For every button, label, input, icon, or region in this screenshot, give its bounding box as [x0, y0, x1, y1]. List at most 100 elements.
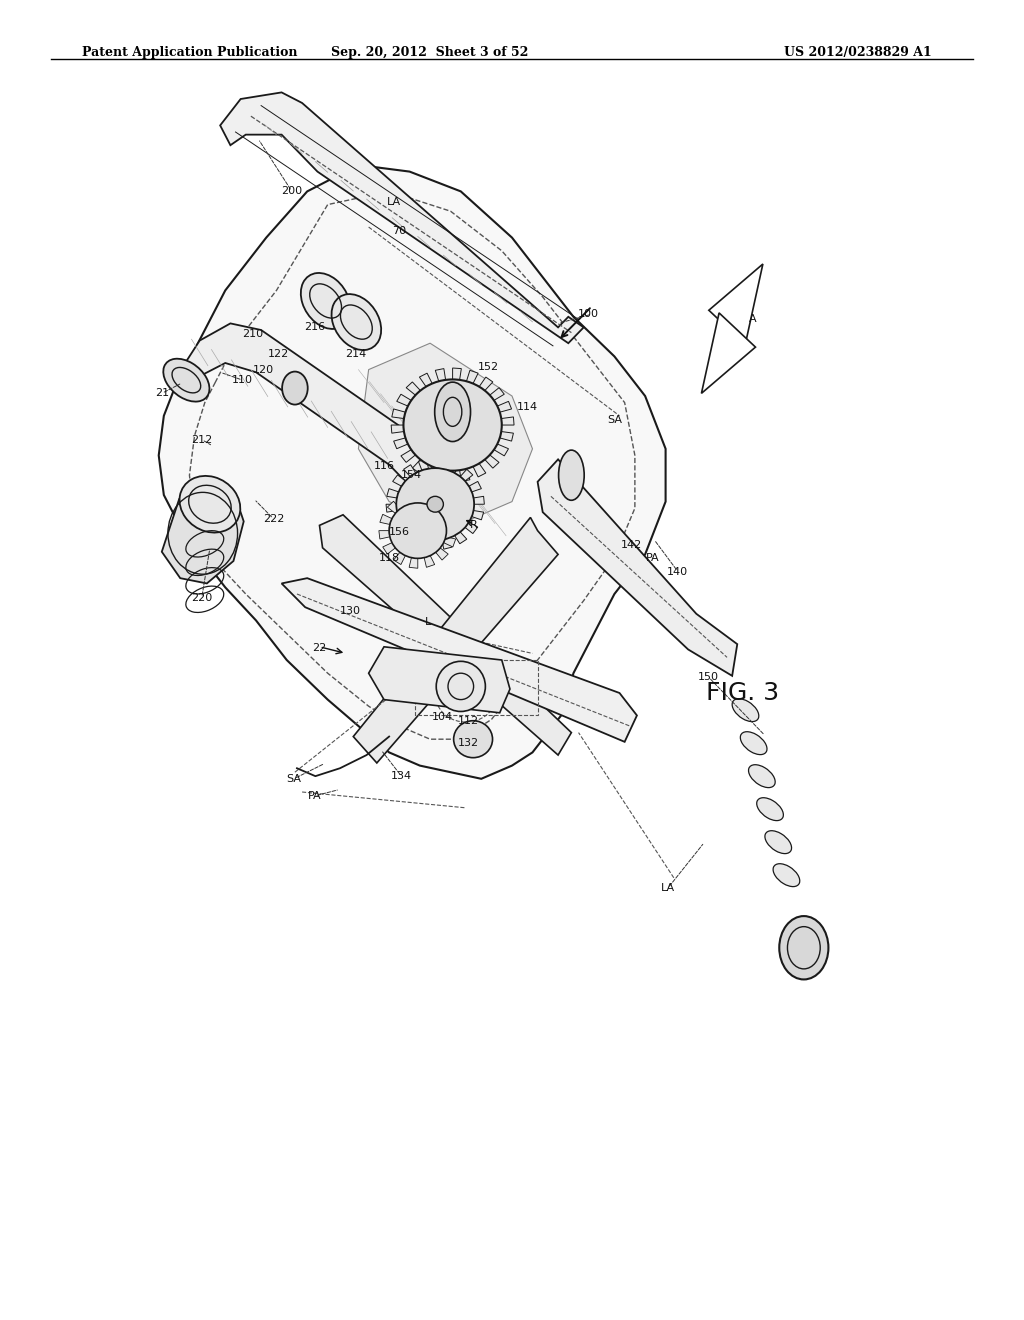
Ellipse shape: [559, 450, 584, 500]
Polygon shape: [455, 532, 467, 544]
Text: 21: 21: [155, 388, 169, 399]
Polygon shape: [397, 528, 411, 539]
Polygon shape: [419, 459, 428, 470]
Ellipse shape: [396, 469, 474, 540]
Text: Sep. 20, 2012  Sheet 3 of 52: Sep. 20, 2012 Sheet 3 of 52: [332, 46, 528, 59]
Polygon shape: [392, 475, 406, 486]
Polygon shape: [401, 450, 416, 462]
Polygon shape: [465, 523, 478, 533]
Polygon shape: [502, 417, 514, 425]
Text: 122: 122: [268, 348, 289, 359]
Polygon shape: [282, 578, 637, 742]
Polygon shape: [424, 556, 434, 568]
Polygon shape: [427, 466, 438, 479]
Ellipse shape: [332, 294, 381, 350]
Text: FIG. 3: FIG. 3: [706, 681, 779, 705]
Ellipse shape: [454, 721, 493, 758]
Ellipse shape: [163, 359, 210, 401]
Text: US 2012/0238829 A1: US 2012/0238829 A1: [784, 46, 932, 59]
Text: 100: 100: [579, 309, 599, 319]
Ellipse shape: [773, 863, 800, 887]
Polygon shape: [179, 323, 425, 486]
Polygon shape: [467, 371, 478, 384]
Text: 156: 156: [389, 527, 410, 537]
Polygon shape: [379, 531, 390, 539]
Ellipse shape: [282, 372, 307, 404]
Text: 142: 142: [622, 540, 642, 550]
Polygon shape: [401, 494, 412, 506]
Polygon shape: [435, 548, 449, 560]
Polygon shape: [383, 543, 395, 554]
Polygon shape: [498, 401, 512, 412]
Polygon shape: [162, 482, 244, 583]
Polygon shape: [435, 458, 443, 469]
Polygon shape: [469, 482, 481, 492]
Polygon shape: [479, 378, 493, 391]
Ellipse shape: [765, 830, 792, 854]
Polygon shape: [392, 409, 406, 418]
Polygon shape: [701, 313, 756, 393]
Text: 22: 22: [312, 643, 327, 653]
Polygon shape: [472, 511, 483, 520]
Polygon shape: [709, 264, 763, 345]
Polygon shape: [443, 470, 453, 482]
Text: 130: 130: [340, 606, 360, 616]
Text: 110: 110: [232, 375, 253, 385]
Text: 70: 70: [392, 226, 407, 236]
Polygon shape: [473, 496, 484, 504]
Polygon shape: [403, 465, 416, 477]
Ellipse shape: [757, 797, 783, 821]
Polygon shape: [396, 395, 412, 407]
Text: 216: 216: [304, 322, 325, 333]
Ellipse shape: [732, 698, 759, 722]
Text: LA: LA: [387, 197, 401, 207]
Text: 132: 132: [458, 738, 478, 748]
Ellipse shape: [441, 414, 464, 436]
Polygon shape: [358, 343, 532, 528]
Polygon shape: [407, 381, 421, 395]
Polygon shape: [353, 517, 558, 763]
Text: Patent Application Publication: Patent Application Publication: [82, 46, 297, 59]
Polygon shape: [473, 463, 485, 477]
Polygon shape: [418, 494, 426, 504]
Polygon shape: [484, 455, 499, 469]
Text: 112: 112: [458, 715, 478, 726]
Text: 200: 200: [282, 186, 302, 197]
Polygon shape: [494, 444, 509, 455]
Text: 212: 212: [191, 434, 212, 445]
Text: 154: 154: [401, 470, 422, 480]
Polygon shape: [449, 462, 460, 473]
Text: 140: 140: [668, 566, 688, 577]
Text: PA: PA: [645, 553, 659, 564]
Text: 134: 134: [391, 771, 412, 781]
Text: 150: 150: [698, 672, 719, 682]
Polygon shape: [387, 488, 398, 498]
Text: L: L: [425, 616, 431, 627]
Polygon shape: [220, 92, 584, 343]
Polygon shape: [159, 165, 666, 779]
Polygon shape: [430, 496, 442, 510]
Polygon shape: [319, 515, 571, 755]
Ellipse shape: [389, 503, 446, 558]
Text: 116: 116: [374, 461, 394, 471]
Text: R: R: [470, 520, 478, 531]
Text: 214: 214: [345, 348, 366, 359]
Text: LA: LA: [660, 883, 675, 894]
Text: SA: SA: [607, 414, 622, 425]
Polygon shape: [369, 647, 510, 713]
Polygon shape: [420, 374, 432, 387]
Text: PA: PA: [307, 791, 322, 801]
Polygon shape: [538, 459, 737, 676]
Ellipse shape: [179, 477, 241, 532]
Text: 220: 220: [191, 593, 212, 603]
Polygon shape: [410, 557, 418, 568]
Ellipse shape: [779, 916, 828, 979]
Polygon shape: [380, 515, 392, 524]
Polygon shape: [391, 425, 403, 433]
Polygon shape: [453, 368, 462, 380]
Ellipse shape: [434, 381, 471, 441]
Ellipse shape: [301, 273, 350, 329]
Polygon shape: [389, 516, 401, 527]
Text: 104: 104: [432, 711, 453, 722]
Polygon shape: [386, 504, 397, 512]
